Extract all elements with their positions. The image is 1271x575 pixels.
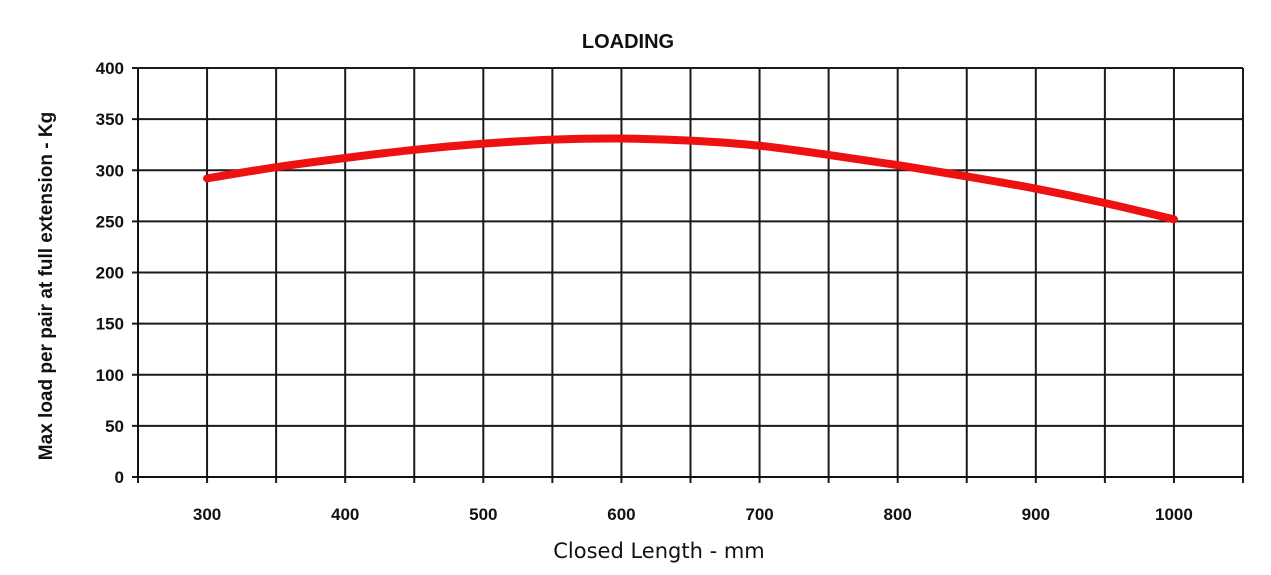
y-tick-labels: 0 50 100 150 200 250 300 350 400 [96,59,124,487]
x-tick-label: 400 [331,505,359,524]
axes [137,68,1243,478]
y-tick-label: 0 [115,468,124,487]
x-tick-labels: 300 400 500 600 700 800 900 1000 [193,505,1193,524]
y-tick-label: 400 [96,59,124,78]
x-tick-label: 1000 [1155,505,1193,524]
series-layer [203,134,1178,224]
x-tick-label: 600 [607,505,635,524]
y-axis-label: Max load per pair at full extension - Kg [36,112,57,460]
y-tick-label: 200 [96,264,124,283]
grid [132,67,1244,483]
y-tick-label: 350 [96,110,124,129]
y-tick-label: 300 [96,161,124,180]
y-tick-label: 250 [96,212,124,231]
y-tick-label: 150 [96,315,124,334]
y-tick-label: 50 [105,417,124,436]
x-tick-label: 500 [469,505,497,524]
x-axis-label: Closed Length - mm [553,539,765,563]
x-tick-label: 900 [1022,505,1050,524]
series-line [203,134,1178,224]
x-tick-label: 300 [193,505,221,524]
x-tick-label: 800 [884,505,912,524]
x-tick-label: 700 [745,505,773,524]
chart-title: LOADING [582,31,674,53]
y-tick-label: 100 [96,366,124,385]
